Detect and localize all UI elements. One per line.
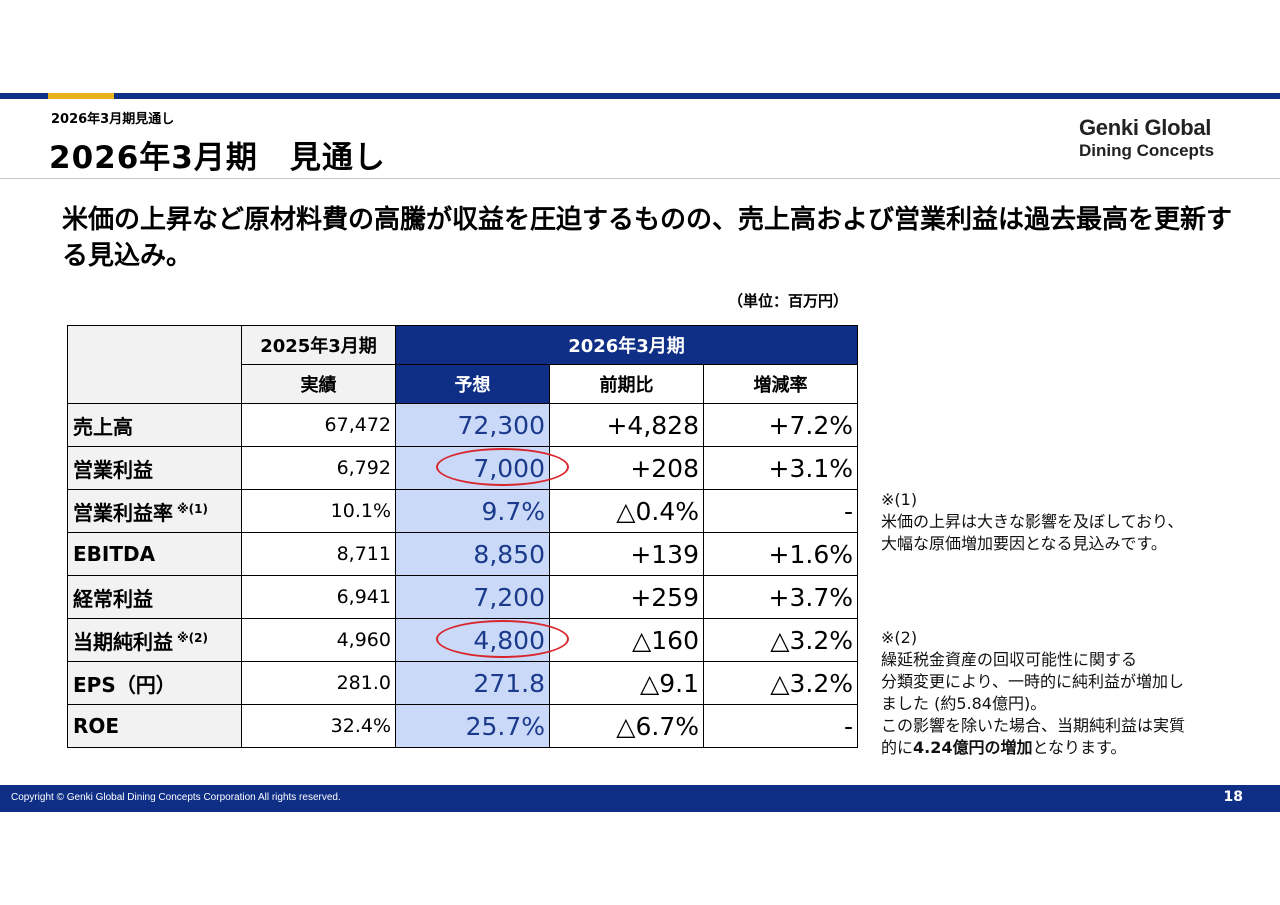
footnote-2-line: 繰延税金資産の回収可能性に関する xyxy=(881,650,1138,669)
forecast-table: 2025年3月期 2026年3月期 実績 予想 前期比 増減率 売上高 67,4… xyxy=(67,325,858,748)
footnote-2-line: この影響を除いた場合、当期純利益は実質 xyxy=(881,716,1186,735)
yoy-value: +4,828 xyxy=(549,403,704,447)
forecast-value: 9.7% xyxy=(395,489,550,533)
forecast-value: 7,200 xyxy=(395,575,550,619)
footnote-2-emphasis: 4.24億円の増加 xyxy=(913,738,1033,757)
footnote-1-line: 米価の上昇は大きな影響を及ぼしており、 xyxy=(881,512,1184,531)
table-corner-cell xyxy=(67,325,242,404)
header-change-rate: 増減率 xyxy=(703,364,858,404)
row-label: 経常利益 xyxy=(67,575,242,619)
forecast-value: 7,000 xyxy=(395,446,569,490)
actual-value: 32.4% xyxy=(241,704,396,748)
table-row: 売上高 67,472 72,300 +4,828 +7.2% xyxy=(67,403,858,447)
copyright-text: Copyright © Genki Global Dining Concepts… xyxy=(11,792,341,803)
footnote-1-mark: ※(1) xyxy=(881,490,918,509)
page-number: 18 xyxy=(1223,789,1243,805)
forecast-value: 8,850 xyxy=(395,532,550,576)
yoy-value: +139 xyxy=(549,532,704,576)
row-label: 当期純利益 ※(2) xyxy=(67,618,242,662)
header-divider xyxy=(0,178,1280,179)
rate-value: - xyxy=(703,489,858,533)
header-fy2026: 2026年3月期 xyxy=(395,325,858,365)
footnote-marker: ※(1) xyxy=(177,501,208,516)
footnote-1: ※(1) 米価の上昇は大きな影響を及ぼしており、 大幅な原価増加要因となる見込み… xyxy=(881,489,1183,555)
footnote-marker: ※(2) xyxy=(177,630,208,645)
header-fy2025: 2025年3月期 xyxy=(241,325,396,365)
footnote-2-mark: ※(2) xyxy=(881,628,918,647)
yoy-value: △0.4% xyxy=(549,489,704,533)
actual-value: 6,941 xyxy=(241,575,396,619)
table-row: EPS（円） 281.0 271.8 △9.1 △3.2% xyxy=(67,661,858,705)
row-label: EBITDA xyxy=(67,532,242,576)
table-row: 営業利益率 ※(1) 10.1% 9.7% △0.4% - xyxy=(67,489,858,533)
forecast-value: 25.7% xyxy=(395,704,550,748)
table-row: 当期純利益 ※(2) 4,960 4,800 △160 △3.2% xyxy=(67,618,858,662)
header-forecast: 予想 xyxy=(395,364,550,404)
forecast-value: 72,300 xyxy=(395,403,550,447)
yoy-value: △9.1 xyxy=(549,661,704,705)
unit-label: （単位：百万円） xyxy=(728,292,849,310)
row-label: EPS（円） xyxy=(67,661,242,705)
highlight-ellipse xyxy=(436,448,569,486)
footnote-2: ※(2) 繰延税金資産の回収可能性に関する 分類変更により、一時的に純利益が増加… xyxy=(881,627,1185,759)
header-actual: 実績 xyxy=(241,364,396,404)
table-row: 営業利益 6,792 7,000 +208 +3.1% xyxy=(67,446,858,490)
logo-line-2: Dining Concepts xyxy=(1079,141,1215,160)
actual-value: 8,711 xyxy=(241,532,396,576)
row-label: ROE xyxy=(67,704,242,748)
actual-value: 4,960 xyxy=(241,618,396,662)
table-row: 経常利益 6,941 7,200 +259 +3.7% xyxy=(67,575,858,619)
rate-value: +7.2% xyxy=(703,403,858,447)
row-label: 営業利益率 ※(1) xyxy=(67,489,242,533)
yoy-value: △6.7% xyxy=(549,704,704,748)
logo-line-1: Genki Global xyxy=(1079,115,1212,140)
actual-value: 6,792 xyxy=(241,446,396,490)
row-label: 売上高 xyxy=(67,403,242,447)
top-rule xyxy=(0,93,1280,99)
rate-value: +1.6% xyxy=(703,532,858,576)
rate-value: - xyxy=(703,704,858,748)
yoy-value: +208 xyxy=(549,446,704,490)
forecast-value: 271.8 xyxy=(395,661,550,705)
rate-value: +3.1% xyxy=(703,446,858,490)
rate-value: △3.2% xyxy=(703,661,858,705)
forecast-value: 4,800 xyxy=(395,618,569,662)
yoy-value: △160 xyxy=(549,618,704,662)
page-title: 2026年3月期 見通し xyxy=(49,140,386,176)
row-label: 営業利益 xyxy=(67,446,242,490)
actual-value: 10.1% xyxy=(241,489,396,533)
actual-value: 281.0 xyxy=(241,661,396,705)
top-accent-bar xyxy=(48,93,114,99)
yoy-value: +259 xyxy=(549,575,704,619)
company-logo: Genki Global Dining Concepts xyxy=(1079,115,1249,161)
table-row: EBITDA 8,711 8,850 +139 +1.6% xyxy=(67,532,858,576)
footnote-1-line: 大幅な原価増加要因となる見込みです。 xyxy=(881,534,1167,553)
headline: 米価の上昇など原材料費の高騰が収益を圧迫するものの、売上高および営業利益は過去最… xyxy=(62,205,1233,271)
rate-value: +3.7% xyxy=(703,575,858,619)
header-yoy: 前期比 xyxy=(549,364,704,404)
footnote-2-line: ました (約5.84億円)。 xyxy=(881,694,1047,713)
table-row: ROE 32.4% 25.7% △6.7% - xyxy=(67,704,858,748)
footnote-2-line: 分類変更により、一時的に純利益が増加し xyxy=(881,672,1185,691)
highlight-ellipse xyxy=(436,620,569,658)
breadcrumb: 2026年3月期見通し xyxy=(51,112,175,127)
footer-bar: Copyright © Genki Global Dining Concepts… xyxy=(0,785,1280,812)
rate-value: △3.2% xyxy=(703,618,858,662)
footnote-2-line: 的に4.24億円の増加となります。 xyxy=(881,738,1127,757)
actual-value: 67,472 xyxy=(241,403,396,447)
